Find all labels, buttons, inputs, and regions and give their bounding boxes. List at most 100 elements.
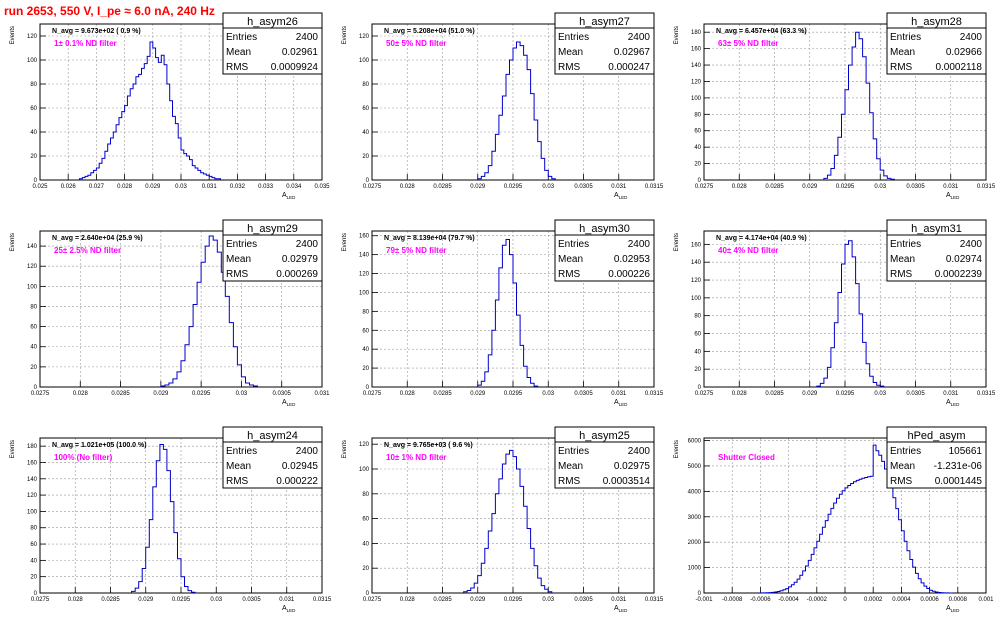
stats-histogram-name: h_asym29 [247,223,298,235]
y-tick-label: 60 [362,328,369,334]
stats-entries-value: 2400 [628,32,651,43]
x-tick-label: 0.0275 [695,184,714,190]
x-axis-title-subscript: LED [619,195,629,200]
navg-label: N_avg = 1.021e+05 (100.0 %) [52,442,147,449]
y-tick-label: 60 [362,106,369,112]
histogram-h_asym24: 0.0275 0.028 0.0285 0.029 0.0295 0.03 0.0305 0.… [10,426,332,613]
y-tick-label: 120 [27,264,38,270]
x-axis-title: ALED [946,399,960,407]
stats-entries-value: 2400 [960,32,983,43]
x-tick-label: 0.028 [400,184,416,190]
stats-histogram-name: hPed_asym [907,430,965,442]
navg-label: N_avg = 8.139e+04 (79.7 %) [384,235,475,242]
y-tick-label: 120 [27,493,38,499]
stats-mean-value: 0.02961 [282,47,319,58]
x-axis-title-subscript: LED [287,402,297,407]
x-axis-title: ALED [946,605,960,613]
y-tick-label: 100 [691,96,702,102]
x-tick-label: 0.0295 [172,597,191,603]
y-tick-label: 140 [27,244,38,250]
x-tick-label: 0.03 [210,597,222,603]
x-tick-label: 0.0008 [949,597,968,603]
y-tick-label: 6000 [688,439,702,445]
stats-mean-key: Mean [890,461,915,472]
x-tick-label: 0.0002 [864,597,883,603]
stats-entries-key: Entries [890,239,921,250]
y-tick-label: 0 [366,385,370,391]
navg-label: N_avg = 9.765e+03 ( 9.6 %) [384,442,473,449]
x-tick-label: -0.001 [695,597,713,603]
histogram-h_asym30: 0.0275 0.028 0.0285 0.029 0.0295 0.03 0.0305 0.… [342,219,664,407]
y-tick-label: 180 [691,30,702,36]
y-tick-label: 80 [30,82,37,88]
x-tick-label: 0.0315 [977,391,996,397]
histogram-bins [816,240,885,387]
x-tick-label: -0.0006 [750,597,771,603]
stats-rms-key: RMS [890,269,913,280]
x-tick-label: 0.028 [400,597,416,603]
stats-entries-value: 2400 [628,239,651,250]
x-tick-label: 0.0285 [765,184,784,190]
y-tick-label: 100 [359,290,370,296]
y-tick-label: 160 [691,242,702,248]
stats-box [886,12,987,75]
x-tick-label: -0.0008 [722,597,743,603]
histogram-bins [463,449,553,593]
y-tick-label: 60 [30,542,37,548]
x-tick-label: 0.026 [61,184,77,190]
y-tick-label: 120 [691,79,702,85]
x-tick-label: 0.027 [89,184,105,190]
y-tick-label: 60 [694,332,701,338]
stats-mean-key: Mean [558,254,583,265]
histogram-bins [823,31,895,180]
y-tick-label: 80 [30,526,37,532]
stats-rms-value: 0.0002118 [935,62,982,73]
y-tick-label: 60 [694,129,701,135]
x-tick-label: 0.034 [286,184,302,190]
y-tick-label: 40 [694,349,701,355]
x-axis-title-subscript: LED [619,402,629,407]
x-tick-label: 0.028 [68,597,84,603]
stats-rms-value: 0.0002239 [935,269,983,280]
stats-box [222,12,323,75]
stats-entries-key: Entries [558,239,589,250]
stats-entries-key: Entries [890,32,921,43]
stats-histogram-name: h_asym25 [579,430,630,442]
x-axis-title: ALED [282,605,296,613]
stats-box [554,426,655,489]
y-tick-label: 0 [698,385,702,391]
x-tick-label: 0.001 [978,597,994,603]
stats-histogram-name: h_asym27 [579,16,630,28]
y-axis-title: Events [342,233,348,251]
stats-rms-value: 0.0009924 [271,62,319,73]
x-tick-label: 0.0275 [31,391,50,397]
navg-label: N_avg = 2.640e+04 (25.9 %) [52,235,143,242]
y-tick-label: 0 [34,591,38,597]
x-tick-label: 0.033 [258,184,274,190]
x-tick-label: 0.0285 [765,391,784,397]
histogram-h_asym25: 0.0275 0.028 0.0285 0.029 0.0295 0.03 0.0305 0.… [342,426,664,613]
y-axis-title: Events [342,26,348,44]
stats-rms-key: RMS [558,476,581,487]
stats-histogram-name: h_asym30 [579,223,630,235]
histogram-bins [131,444,196,593]
filter-label: 10± 1% ND filter [386,453,446,462]
y-tick-label: 100 [359,58,370,64]
x-tick-label: 0.031 [279,597,295,603]
y-tick-label: 0 [366,591,370,597]
x-tick-label: 0.0305 [574,391,593,397]
stats-histogram-name: h_asym26 [247,16,298,28]
stats-mean-key: Mean [558,461,583,472]
x-tick-label: 0.028 [732,184,748,190]
y-axis-title: Events [342,440,348,458]
x-tick-label: 0.028 [117,184,133,190]
stats-mean-value: 0.02966 [946,47,983,58]
y-tick-label: 160 [691,47,702,53]
x-tick-label: 0.0305 [242,597,261,603]
y-tick-label: 140 [27,477,38,483]
stats-rms-key: RMS [558,62,581,73]
stats-entries-value: 2400 [296,446,319,457]
x-tick-label: 0.0305 [273,391,292,397]
y-tick-label: 80 [362,309,369,315]
filter-label: Shutter Closed [718,453,775,462]
